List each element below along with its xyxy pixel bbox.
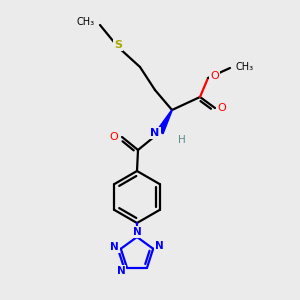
Text: CH₃: CH₃ <box>77 17 95 27</box>
Text: N: N <box>110 242 119 252</box>
Text: O: O <box>218 103 226 113</box>
Text: CH₃: CH₃ <box>236 62 254 72</box>
Text: H: H <box>178 135 186 145</box>
Text: N: N <box>155 241 164 251</box>
Text: S: S <box>114 40 122 50</box>
Text: N: N <box>150 128 160 138</box>
Text: O: O <box>110 132 118 142</box>
Polygon shape <box>157 110 172 134</box>
Text: O: O <box>210 71 219 81</box>
Text: N: N <box>133 227 141 237</box>
Text: N: N <box>117 266 125 276</box>
